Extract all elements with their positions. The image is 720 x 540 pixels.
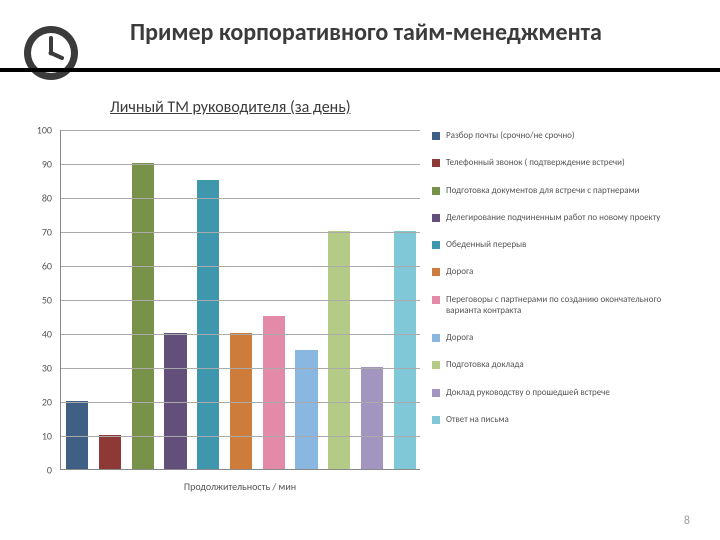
y-tick-label: 30 [24,362,52,375]
legend-swatch [432,361,440,369]
y-tick-label: 80 [24,192,52,205]
legend-label: Обеденный перерыв [446,239,526,250]
y-tick-label: 50 [24,294,52,307]
legend-item: Доклад руководству о прошедшей встрече [432,387,694,398]
y-tick-label: 40 [24,328,52,341]
legend-label: Телефонный звонок ( подтверждение встреч… [446,157,625,168]
legend-item: Дорога [432,266,694,277]
y-tick-label: 10 [24,430,52,443]
legend-swatch [432,268,440,276]
bar [197,180,219,469]
legend-swatch [432,241,440,249]
legend-item: Дорога [432,332,694,343]
slide-header: Пример корпоративного тайм-менеджмента [0,18,720,47]
bar [263,316,285,469]
y-tick-label: 60 [24,260,52,273]
legend-swatch [432,416,440,424]
legend-item: Обеденный перерыв [432,239,694,250]
legend-swatch [432,389,440,397]
legend: Разбор почты (срочно/не срочно) Телефонны… [432,130,694,441]
page-number: 8 [684,514,690,528]
legend-swatch [432,334,440,342]
x-axis-label: Продолжительность / мин [60,480,420,493]
y-tick-label: 20 [24,396,52,409]
legend-item: Телефонный звонок ( подтверждение встреч… [432,157,694,168]
legend-label: Разбор почты (срочно/не срочно) [446,130,575,141]
bar [66,401,88,469]
bar [361,367,383,469]
y-tick-label: 90 [24,158,52,171]
bar [132,163,154,469]
legend-label: Делегирование подчиненным работ по новом… [446,212,660,223]
y-tick-label: 100 [24,124,52,137]
legend-swatch [432,214,440,222]
legend-swatch [432,296,440,304]
legend-swatch [432,132,440,140]
plot-area [60,130,420,470]
legend-item: Ответ на письма [432,414,694,425]
y-tick-label: 0 [24,464,52,477]
legend-label: Дорога [446,266,473,277]
y-tick-label: 70 [24,226,52,239]
legend-swatch [432,187,440,195]
legend-label: Дорога [446,332,473,343]
bar [99,435,121,469]
legend-item: Подготовка доклада [432,359,694,370]
header-rule [0,68,720,72]
legend-item: Делегирование подчиненным работ по новом… [432,212,694,223]
slide-title: Пример корпоративного тайм-менеджмента [0,18,720,47]
bar [164,333,186,469]
clock-icon [22,24,80,82]
y-axis-labels: 0102030405060708090100 [24,130,54,470]
legend-label: Подготовка доклада [446,359,524,370]
legend-label: Подготовка документов для встречи с парт… [446,185,640,196]
legend-label: Переговоры с партнерами по созданию окон… [446,294,694,317]
legend-item: Разбор почты (срочно/не срочно) [432,130,694,141]
legend-label: Ответ на письма [446,414,509,425]
legend-label: Доклад руководству о прошедшей встрече [446,387,610,398]
chart: 0102030405060708090100 Продолжительность… [24,130,696,510]
bar [230,333,252,469]
legend-item: Подготовка документов для встречи с парт… [432,185,694,196]
legend-swatch [432,159,440,167]
legend-item: Переговоры с партнерами по созданию окон… [432,294,694,317]
slide-subtitle: Личный ТМ руководителя (за день) [110,98,351,117]
